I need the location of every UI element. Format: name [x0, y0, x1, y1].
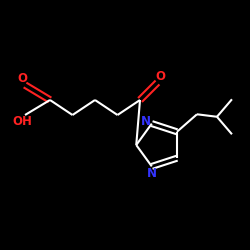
Text: O: O: [18, 72, 28, 85]
Text: OH: OH: [12, 115, 32, 128]
Text: O: O: [155, 70, 165, 83]
Text: N: N: [147, 168, 157, 180]
Text: N: N: [140, 114, 150, 128]
